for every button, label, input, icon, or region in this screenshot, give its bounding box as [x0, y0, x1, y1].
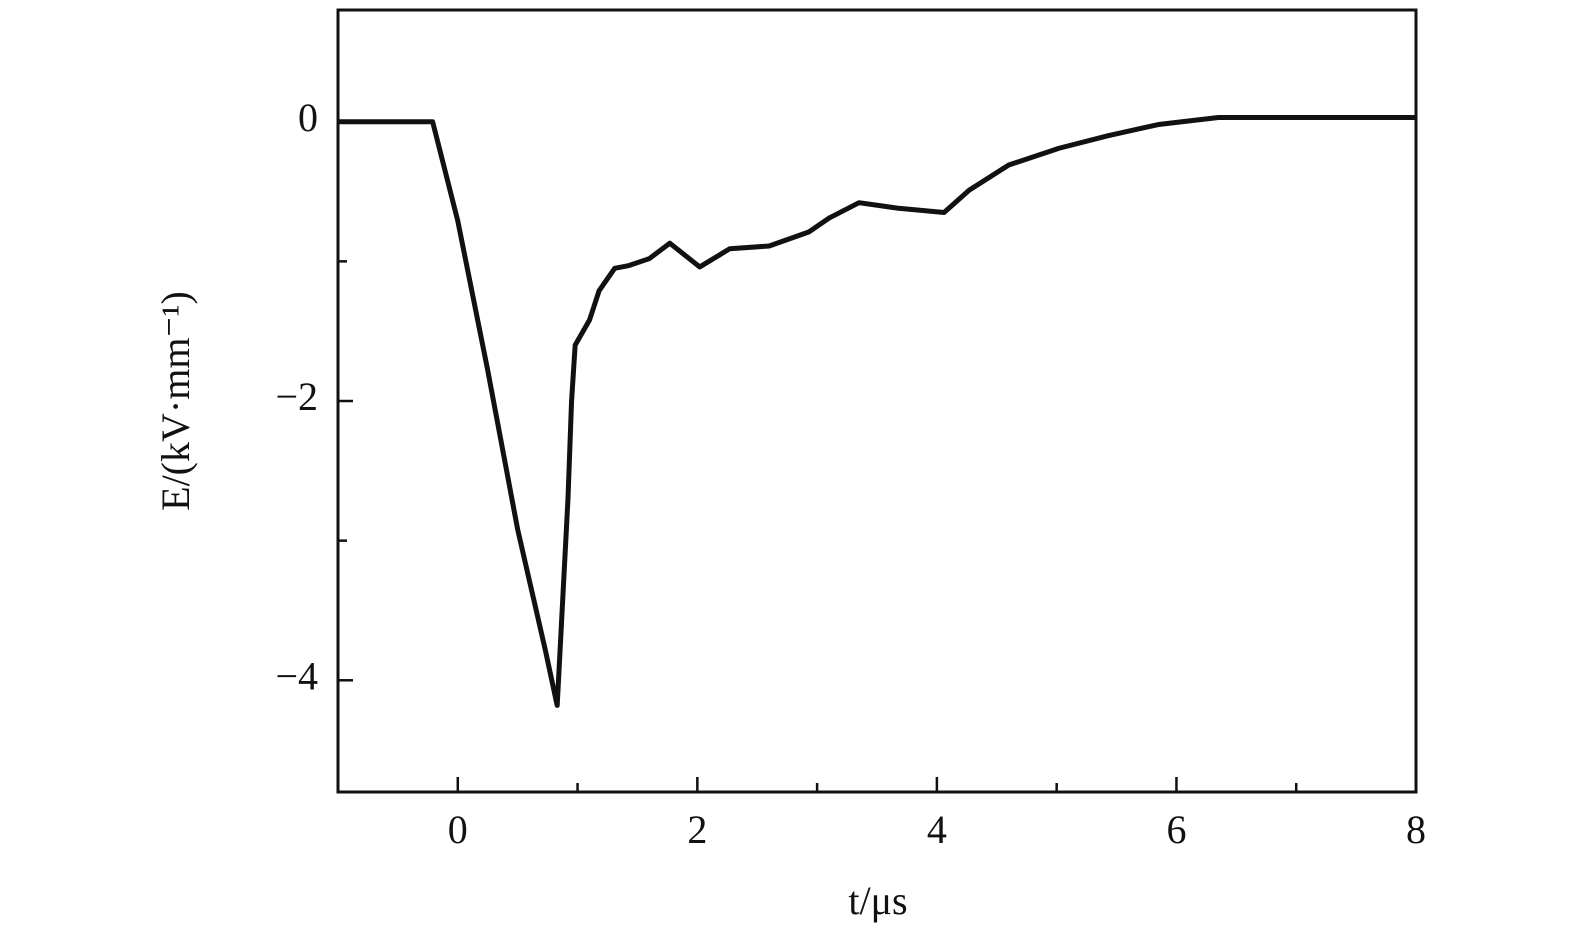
y-axis-label: E/(kV·mm⁻¹) — [153, 291, 198, 511]
x-tick-label: 2 — [687, 807, 707, 852]
y-tick-label: −4 — [275, 653, 318, 698]
y-tick-label: −2 — [275, 374, 318, 419]
x-tick-label: 4 — [927, 807, 947, 852]
x-axis-label: t/μs — [848, 878, 907, 923]
x-tick-label: 6 — [1166, 807, 1186, 852]
x-tick-label: 0 — [448, 807, 468, 852]
x-tick-label: 8 — [1406, 807, 1426, 852]
data-line — [338, 115, 1416, 708]
y-tick-label: 0 — [298, 95, 318, 140]
plot-frame — [336, 8, 1418, 794]
